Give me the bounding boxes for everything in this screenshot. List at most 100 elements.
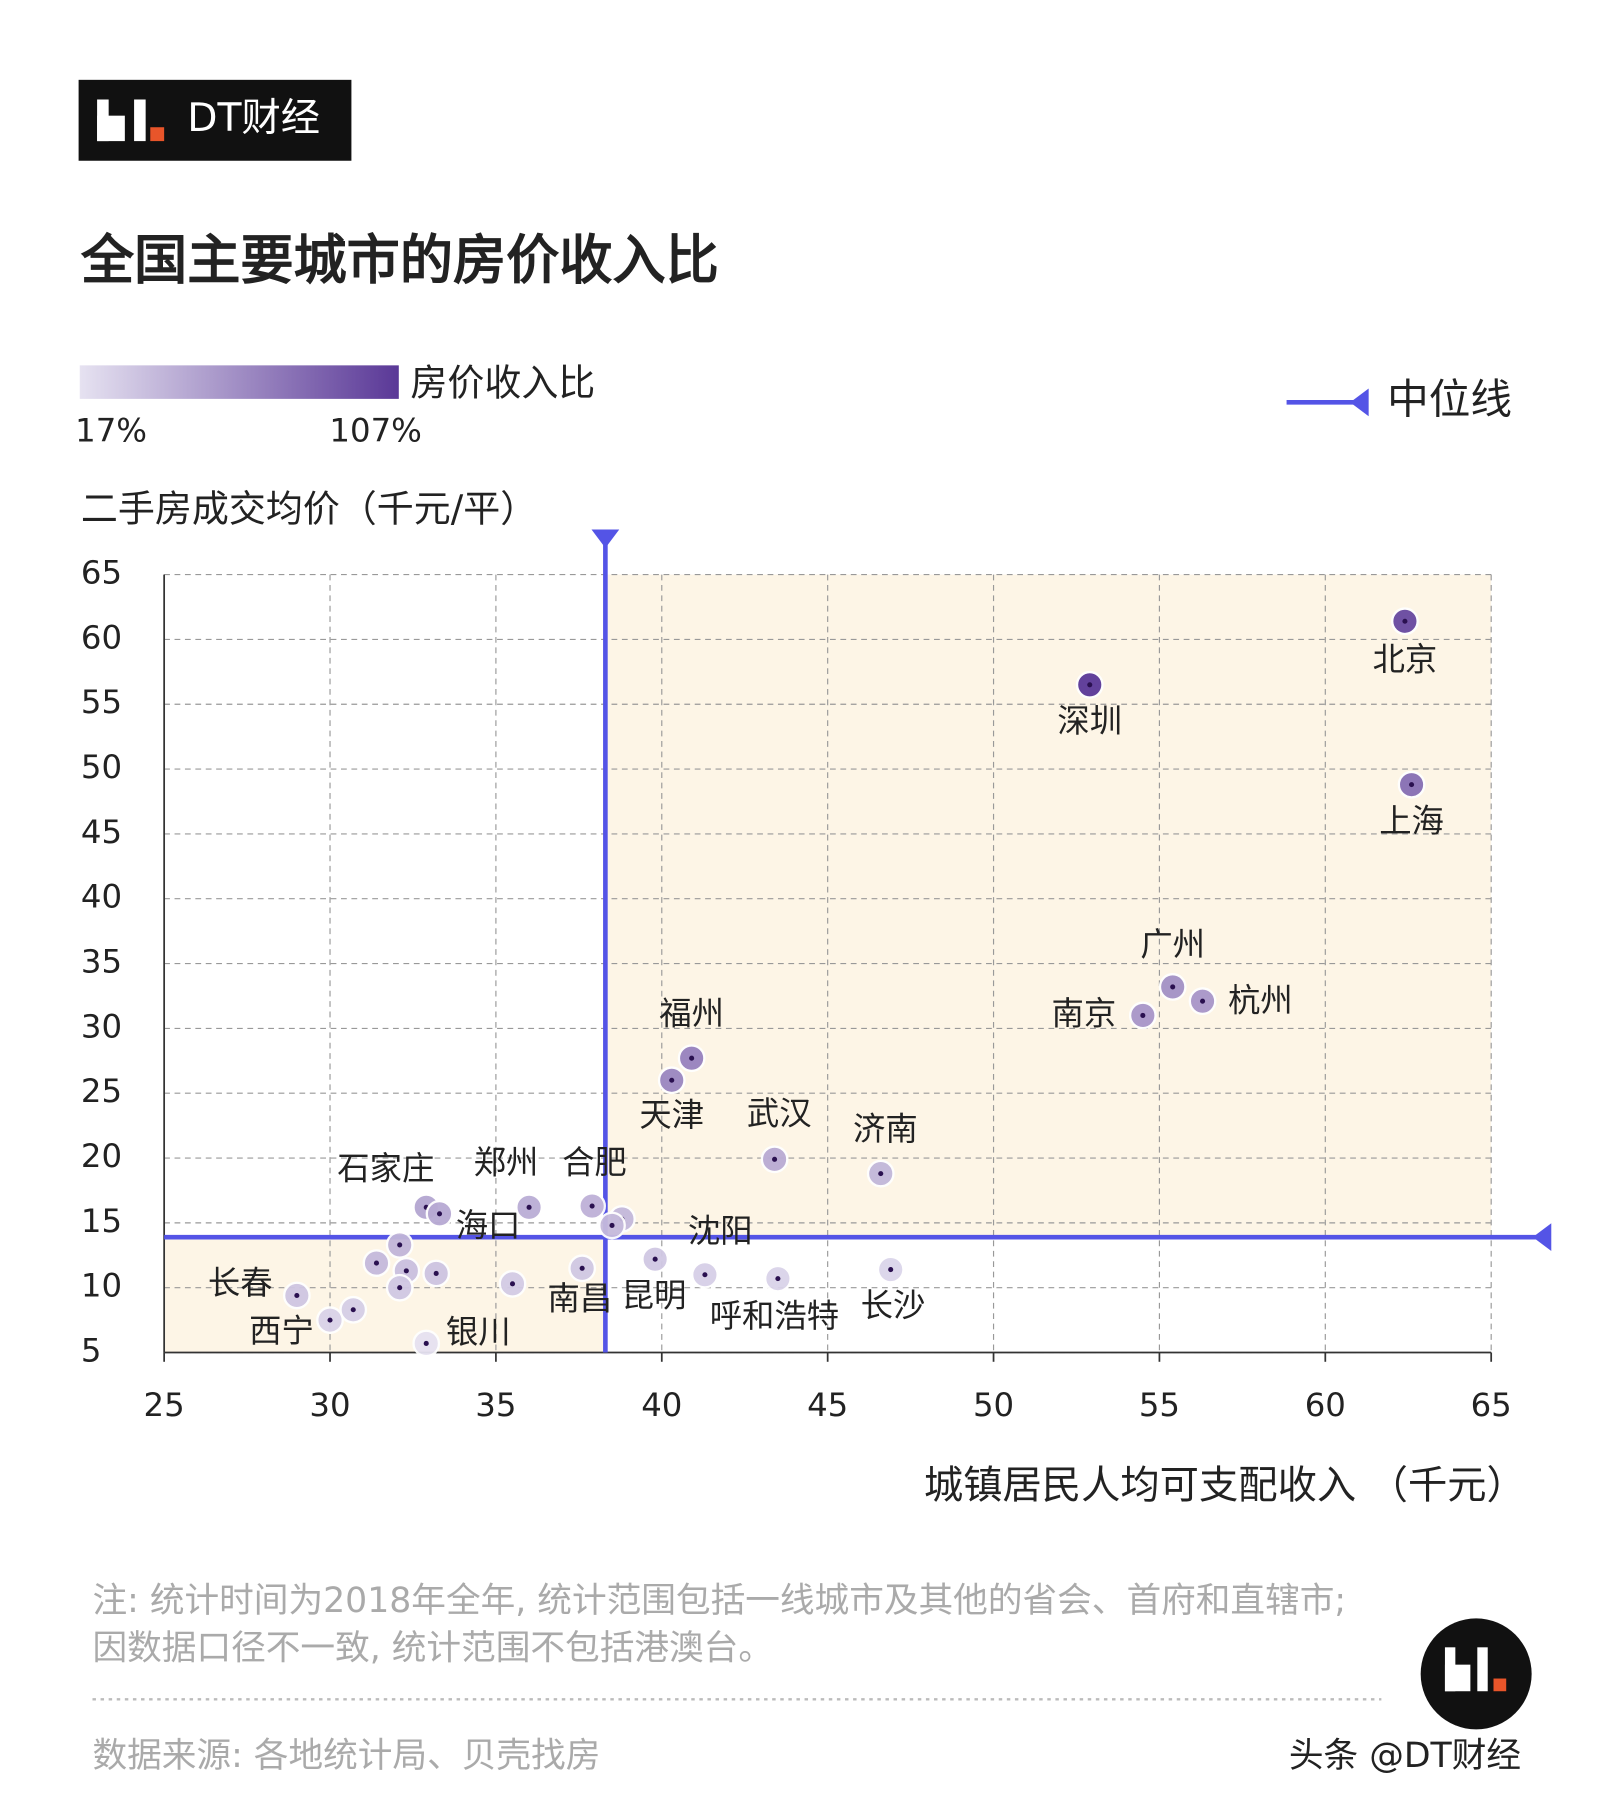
point-label: 长春 [208,1264,273,1302]
chart-title: 全国主要城市的房价收入比 [80,229,719,291]
point-center [1200,998,1206,1004]
note-line: 注: 统计时间为2018年全年, 统计范围包括一线城市及其他的省会、首府和直辖市… [92,1581,1346,1621]
y-tick-label: 40 [81,878,122,916]
median-arrow [1532,1223,1552,1252]
logo-shape [1444,1664,1471,1692]
logo-shape [97,115,125,142]
note-line: 因数据口径不一致, 统计范围不包括港澳台。 [92,1629,773,1669]
x-tick-label: 30 [309,1386,350,1424]
point-center [1140,1012,1146,1018]
y-tick-label: 15 [81,1202,122,1240]
watermark: 头条 @DT财经 [1289,1736,1521,1776]
point-center [294,1292,300,1299]
point-label: 济南 [853,1110,918,1148]
point-label: 郑州 [474,1144,539,1182]
point-label: 沈阳 [688,1212,753,1250]
point-center [702,1272,708,1278]
point-center [1402,618,1408,624]
point-label: 西宁 [249,1312,314,1350]
point-center [1409,782,1415,788]
y-tick-label: 10 [81,1267,122,1305]
point-center [589,1203,595,1209]
point-center [772,1156,778,1162]
x-tick-label: 35 [475,1386,516,1424]
logo-circle [1420,1618,1532,1730]
point-label: 上海 [1379,802,1444,840]
y-tick-label: 20 [81,1137,122,1175]
brand-name: DT财经 [187,96,320,141]
point-label: 广州 [1140,925,1205,963]
point-center [775,1276,781,1282]
point-label: 合肥 [562,1143,627,1181]
point-center [1087,682,1093,688]
logo-shape [1477,1647,1488,1692]
y-tick-label: 45 [81,813,122,851]
point-label: 昆明 [622,1276,687,1314]
point-label: 呼和浩特 [710,1297,839,1335]
median-arrow [591,529,620,548]
point-center [423,1340,429,1347]
y-axis-title: 二手房成交均价（千元/平） [81,488,537,531]
point-center [350,1307,356,1313]
y-tick-label: 5 [81,1332,102,1370]
point-center [609,1222,615,1229]
point-label: 武汉 [747,1094,812,1132]
point-label: 长沙 [861,1287,926,1325]
brand-logo: DT财经 [78,79,352,161]
y-tick-label: 55 [81,683,122,721]
point-center [397,1285,403,1291]
colorbar-label: 房价收入比 [410,362,595,405]
x-tick-label: 60 [1305,1386,1346,1424]
y-tick-label: 65 [81,554,122,592]
point-center [669,1077,675,1083]
point-label: 银川 [446,1313,511,1351]
x-tick-label: 25 [144,1386,185,1424]
point-center [327,1317,333,1323]
colorbar-tick-label: 107% [329,411,422,449]
logo-dot [150,127,165,142]
legend-label: 中位线 [1387,374,1512,423]
point-center [526,1204,532,1210]
point-label: 北京 [1373,641,1438,679]
point-label: 福州 [659,994,724,1032]
point-label: 杭州 [1228,981,1293,1019]
point-label: 南京 [1052,994,1117,1032]
point-center [888,1267,894,1273]
y-tick-label: 25 [81,1072,122,1110]
point-center [509,1281,516,1287]
quadrant-shade [605,574,1492,1238]
x-tick-label: 45 [807,1386,848,1424]
point-center [436,1211,443,1217]
y-tick-label: 60 [81,618,122,656]
legend-arrow [1350,388,1369,417]
point-center [433,1270,439,1276]
x-tick-label: 55 [1139,1386,1180,1424]
point-center [878,1171,884,1177]
logo-shape [134,99,146,142]
point-label: 深圳 [1057,702,1122,740]
point-center [689,1055,695,1061]
point-center [1170,984,1176,990]
x-tick-label: 50 [973,1386,1014,1424]
point-label: 石家庄 [337,1149,434,1187]
x-tick-label: 65 [1471,1386,1512,1424]
point-label: 海口 [456,1207,521,1245]
point-label: 天津 [639,1096,704,1134]
point-center [652,1256,658,1262]
y-tick-label: 30 [81,1007,122,1045]
point-center [579,1265,585,1271]
colorbar [79,365,399,399]
logo-dot [1493,1678,1507,1692]
point-center [373,1260,380,1266]
source: 数据来源: 各地统计局、贝壳找房 [92,1736,600,1776]
y-tick-label: 35 [81,943,122,981]
point-center [403,1268,409,1274]
point-label: 南昌 [547,1280,612,1318]
point-center [397,1242,403,1248]
x-axis-title: 城镇居民人均可支配收入 （千元） [924,1463,1526,1508]
colorbar-tick-label: 17% [75,411,147,449]
x-tick-label: 40 [641,1386,682,1424]
y-tick-label: 50 [81,748,122,786]
